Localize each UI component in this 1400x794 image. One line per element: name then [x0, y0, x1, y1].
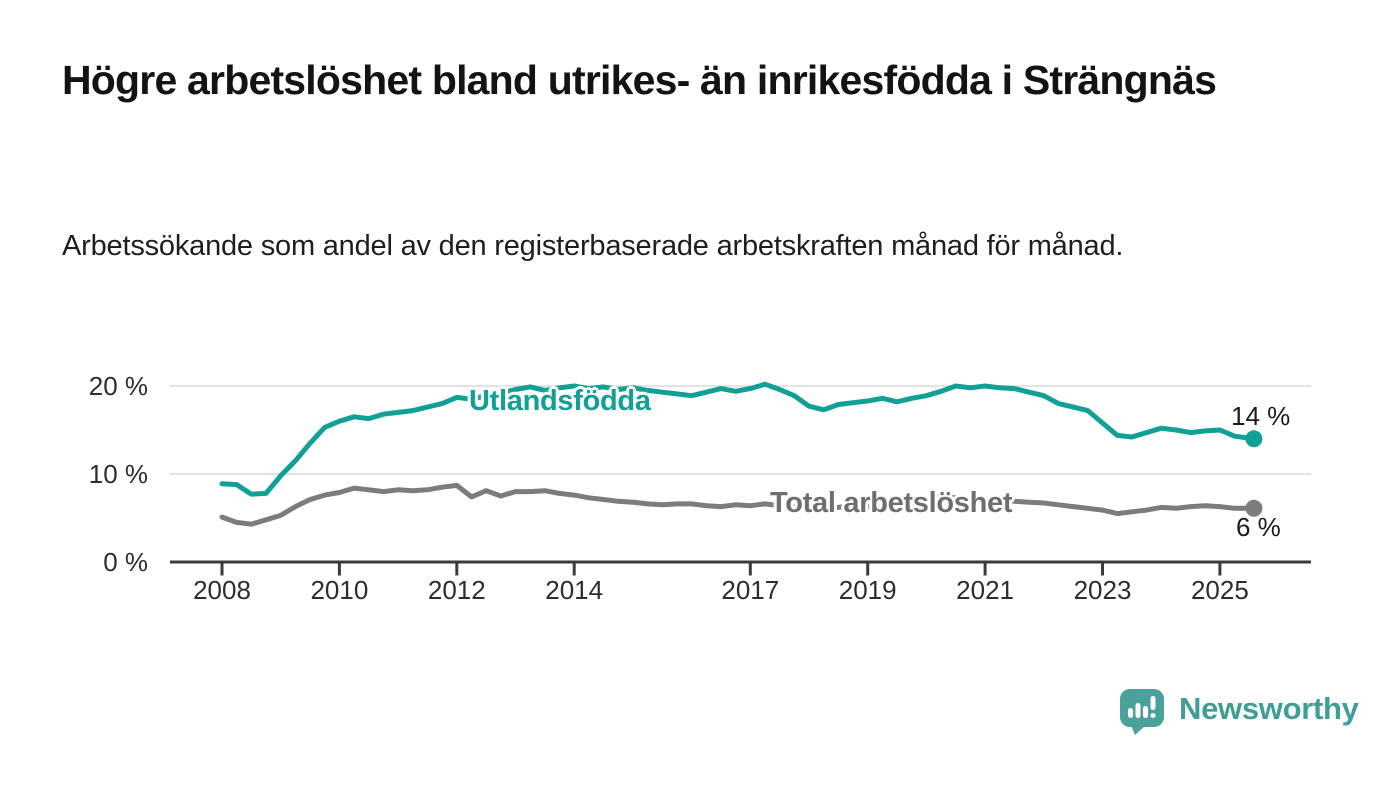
x-tick-label: 2017 — [721, 575, 780, 605]
series-line-utlandsfodda — [219, 381, 1257, 497]
series-lines — [219, 381, 1263, 527]
x-tick-label: 2021 — [956, 575, 1015, 605]
x-tick-label: 2008 — [193, 575, 251, 605]
series-end-dot — [1245, 499, 1263, 517]
series-line-total — [219, 482, 1257, 527]
series-end-dot — [1245, 430, 1263, 448]
chart-title: Högre arbetslöshet bland utrikes- än inr… — [62, 57, 1217, 103]
y-tick-label: 0 % — [103, 547, 148, 577]
end-value-label-total: 6 % — [1236, 512, 1281, 542]
newsworthy-logo: Newsworthy — [1119, 689, 1359, 735]
x-tick-label: 2010 — [310, 575, 369, 605]
series-label-utlandsfodda: Utlandsfödda — [469, 385, 651, 417]
chart-subtitle: Arbetssökande som andel av den registerb… — [62, 230, 1124, 262]
series-label-total-arbetsloshet: Total arbetslöshet — [770, 487, 1013, 519]
x-tick-label: 2023 — [1073, 575, 1132, 605]
x-tick-label: 2014 — [545, 575, 604, 605]
x-tick-label: 2025 — [1190, 575, 1249, 605]
x-axis — [170, 560, 1311, 576]
y-tick-label: 20 % — [88, 371, 148, 401]
newsworthy-logo-icon — [1120, 689, 1164, 735]
end-value-label-utlandsfodda: 14 % — [1231, 401, 1291, 431]
gridlines — [170, 385, 1311, 475]
x-tick-label: 2012 — [427, 575, 486, 605]
x-tick-label: 2019 — [838, 575, 897, 605]
newsworthy-logo-text: Newsworthy — [1179, 691, 1359, 726]
y-tick-label: 10 % — [88, 459, 148, 489]
